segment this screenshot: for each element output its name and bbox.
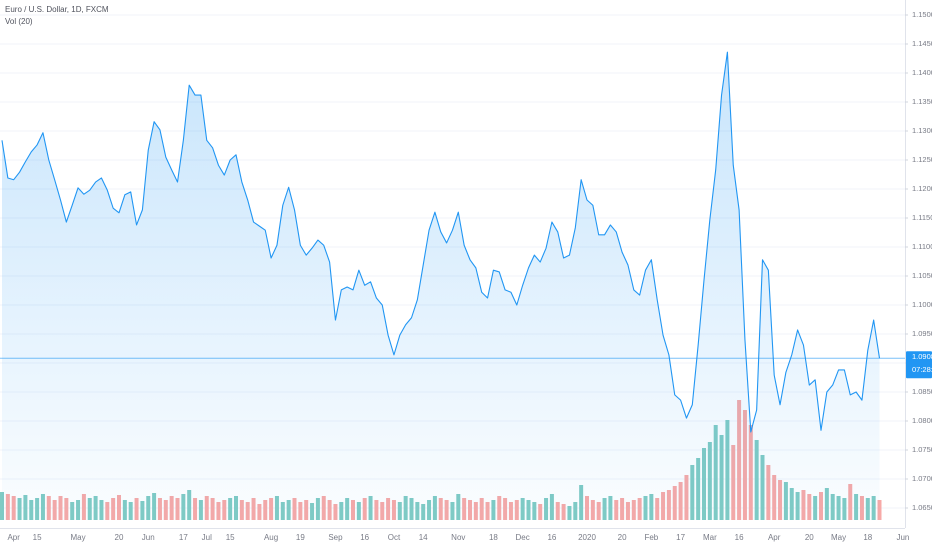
x-tick-label: Jun [142, 533, 155, 542]
indicator-label: Vol (20) [5, 17, 33, 26]
x-tick-label: Jun [896, 533, 909, 542]
price-line [1, 51, 881, 433]
y-tick-label: 1.06500 [912, 503, 932, 512]
x-tick-label: 20 [805, 533, 814, 542]
y-tick-label: 1.09500 [912, 329, 932, 338]
x-tick-label: Nov [451, 533, 465, 542]
x-tick-label: 15 [226, 533, 235, 542]
x-tick-label: Sep [328, 533, 343, 542]
x-tick-label: Jul [202, 533, 212, 542]
x-tick-label: 19 [296, 533, 305, 542]
x-tick-label: 16 [360, 533, 369, 542]
y-tick-label: 1.08000 [912, 416, 932, 425]
x-tick-label: 17 [179, 533, 188, 542]
x-tick-label: May [831, 533, 846, 542]
x-tick-label: 20 [618, 533, 627, 542]
x-tick-label: Mar [703, 533, 717, 542]
x-tick-label: May [70, 533, 85, 542]
countdown-label: 07:28:41 [912, 365, 932, 374]
x-tick-label: Oct [388, 533, 401, 542]
y-tick-label: 1.14000 [912, 68, 932, 77]
x-tick-label: 16 [735, 533, 744, 542]
x-tick-label: 15 [33, 533, 42, 542]
x-tick-label: 2020 [578, 533, 596, 542]
x-tick-label: Aug [264, 533, 278, 542]
last-price-box [906, 351, 932, 379]
x-tick-label: Apr [7, 533, 20, 542]
last-price-label: 1.09082 [912, 352, 932, 361]
price-area-fill [2, 52, 880, 521]
y-tick-label: 1.08500 [912, 387, 932, 396]
price-area [1, 51, 881, 521]
x-tick-label: 18 [863, 533, 872, 542]
y-tick-label: 1.07500 [912, 445, 932, 454]
x-tick-label: 14 [419, 533, 428, 542]
y-tick-label: 1.12500 [912, 155, 932, 164]
x-tick-label: 18 [489, 533, 498, 542]
x-tick-label: Dec [516, 533, 530, 542]
y-tick-label: 1.13000 [912, 126, 932, 135]
x-tick-label: 20 [115, 533, 124, 542]
y-tick-label: 1.13500 [912, 97, 932, 106]
chart-title: Euro / U.S. Dollar, 1D, FXCM [5, 5, 109, 14]
x-tick-label: Feb [644, 533, 658, 542]
y-tick-label: 1.10500 [912, 271, 932, 280]
y-tick-label: 1.12000 [912, 184, 932, 193]
x-tick-label: 17 [676, 533, 685, 542]
y-tick-label: 1.11000 [912, 242, 932, 251]
y-tick-label: 1.07000 [912, 474, 932, 483]
x-tick-label: 16 [547, 533, 556, 542]
y-tick-label: 1.14500 [912, 39, 932, 48]
y-tick-label: 1.11500 [912, 213, 932, 222]
x-tick-label: Apr [768, 533, 781, 542]
y-tick-label: 1.15000 [912, 10, 932, 19]
y-tick-label: 1.10000 [912, 300, 932, 309]
